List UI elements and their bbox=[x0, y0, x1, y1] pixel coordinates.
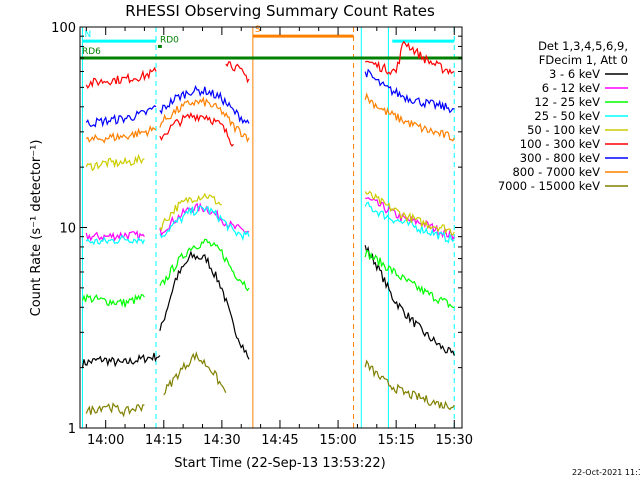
x-tick-label: 14:45 bbox=[261, 433, 298, 448]
series-line-3-seg-0 bbox=[85, 234, 145, 246]
series-line-1-seg-1 bbox=[159, 202, 250, 237]
series-line-0-seg-0 bbox=[81, 352, 161, 368]
series-line-3-seg-1 bbox=[159, 205, 250, 242]
series-line-4-seg-1 bbox=[159, 192, 222, 232]
series-line-2-seg-0 bbox=[81, 293, 145, 308]
series-line-6-seg-1 bbox=[159, 84, 250, 125]
legend-label: 3 - 6 keV bbox=[549, 67, 600, 81]
series-line-8-seg-1 bbox=[163, 351, 227, 396]
plot-frame bbox=[79, 26, 463, 429]
x-axis-label: Start Time (22-Sep-13 13:53:22) bbox=[174, 456, 385, 471]
y-tick-label: 100 bbox=[51, 21, 76, 36]
series-line-5-seg-2 bbox=[225, 61, 250, 84]
x-tick-label: 15:30 bbox=[436, 433, 473, 448]
x-tick-label: 14:15 bbox=[145, 433, 182, 448]
series-line-0-seg-1 bbox=[159, 250, 250, 360]
y-tick-label: 10 bbox=[59, 222, 76, 237]
legend-label: 25 - 50 keV bbox=[534, 109, 600, 123]
series-line-5-seg-0 bbox=[85, 66, 157, 90]
series-line-5-seg-1 bbox=[159, 111, 234, 147]
series-line-7-seg-1 bbox=[159, 96, 250, 143]
y-tick-label: 1 bbox=[68, 422, 76, 437]
annotation-label: RD6 bbox=[82, 47, 101, 57]
series-line-8-seg-2 bbox=[364, 359, 455, 411]
plot-area: RD6 RD0 N S bbox=[80, 25, 462, 428]
series-line-6-seg-0 bbox=[85, 105, 157, 128]
legend-label: 12 - 25 keV bbox=[534, 95, 600, 109]
series-line-2-seg-1 bbox=[159, 238, 250, 292]
legend-label: 100 - 300 keV bbox=[520, 137, 600, 151]
x-tick-label: 14:00 bbox=[87, 433, 124, 448]
series-line-3-seg-2 bbox=[364, 201, 455, 244]
annotation-label: RD0 bbox=[160, 35, 179, 45]
series-line-7-seg-2 bbox=[364, 92, 455, 142]
chart-title: RHESSI Observing Summary Count Rates bbox=[125, 2, 435, 20]
legend-label: 300 - 800 keV bbox=[520, 151, 600, 165]
footer-timestamp: 22-Oct-2021 11:18 bbox=[572, 468, 640, 477]
series-line-4-seg-0 bbox=[85, 153, 145, 172]
legend-label: 6 - 12 keV bbox=[542, 81, 600, 95]
series-line-4-seg-2 bbox=[364, 190, 455, 236]
legend: Det 1,3,4,5,6,9, FDecim 1, Att 0 3 - 6 k… bbox=[498, 39, 628, 193]
y-axis-label: Count Rate (s⁻¹ detector⁻¹) bbox=[29, 140, 44, 317]
series-line-0-seg-2 bbox=[364, 245, 455, 356]
annotation-label: S bbox=[255, 25, 261, 35]
legend-label: 50 - 100 keV bbox=[527, 123, 600, 137]
legend-label: 7000 - 15000 keV bbox=[498, 179, 600, 193]
series-line-8-seg-0 bbox=[85, 402, 145, 418]
series-line-6-seg-2 bbox=[364, 68, 455, 114]
series-line-1-seg-0 bbox=[85, 230, 145, 242]
legend-header-line-2: FDecim 1, Att 0 bbox=[539, 53, 628, 67]
series-line-7-seg-0 bbox=[85, 124, 157, 144]
legend-label: 800 - 7000 keV bbox=[512, 165, 600, 179]
x-tick-label: 15:15 bbox=[377, 433, 414, 448]
x-tick-label: 15:00 bbox=[319, 433, 356, 448]
x-tick-label: 14:30 bbox=[203, 433, 240, 448]
series-line-2-seg-2 bbox=[364, 249, 455, 309]
annotation-label: N bbox=[84, 30, 91, 40]
legend-header-line-1: Det 1,3,4,5,6,9, bbox=[538, 39, 628, 53]
series-line-5-seg-3 bbox=[365, 40, 455, 76]
